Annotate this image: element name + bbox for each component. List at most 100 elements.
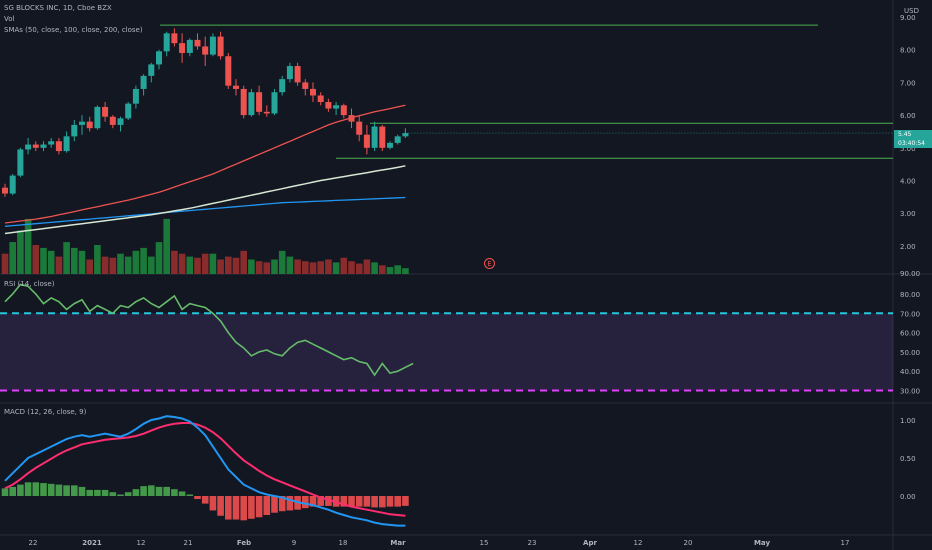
volume-bar (101, 256, 109, 274)
candle-body (317, 95, 324, 103)
macd-histogram-bar (163, 486, 170, 496)
macd-tick-label: 0.50 (900, 455, 916, 463)
time-tick-label: 21 (184, 539, 193, 547)
price-tick-label: 3.00 (900, 210, 916, 218)
volume-bar (332, 262, 340, 274)
time-tick-label: 18 (339, 539, 348, 547)
currency-label: USD (904, 7, 919, 15)
candle-body (140, 75, 147, 89)
sma-legend[interactable]: SMAs (50, close, 100, close, 200, close) (4, 25, 143, 36)
last-price-tag: 5.45 03:40:54 (894, 130, 932, 148)
volume-bar (86, 259, 93, 274)
volume-bar (294, 259, 301, 274)
candle-body (217, 36, 224, 57)
macd-signal-line (4, 422, 406, 517)
time-tick-label: 22 (29, 539, 38, 547)
macd-histogram-bar (47, 483, 55, 496)
time-tick-label: May (754, 539, 770, 547)
volume-bar (32, 245, 40, 274)
candle-body (402, 133, 409, 137)
rsi-line (4, 283, 414, 377)
volume-bar (1, 253, 9, 274)
candle-body (310, 88, 316, 96)
volume-bar (309, 262, 317, 274)
sma100-line (4, 165, 406, 235)
candle-body (371, 126, 378, 148)
rsi-label[interactable]: RSI (14, close) (4, 280, 55, 288)
candle-body (302, 82, 309, 89)
volume-bar (55, 256, 63, 274)
candle-body (132, 88, 139, 104)
volume-bar (402, 268, 409, 274)
candle-body (32, 144, 39, 148)
macd-tick-label: 0.00 (900, 493, 916, 501)
candle-body (240, 88, 247, 116)
sma-label[interactable]: SMAs (50, close, 100, close, 200, close) (4, 26, 143, 34)
macd-legend[interactable]: MACD (12, 26, close, 9) (4, 407, 86, 418)
candle-body (248, 92, 255, 116)
volume-bar (317, 261, 324, 274)
volume-bar (386, 267, 394, 274)
candle-body (394, 136, 401, 143)
symbol-legend[interactable]: SG BLOCKS INC, 1D, Cboe BZX (4, 3, 112, 14)
time-tick-label: 9 (292, 539, 296, 547)
volume-bar (348, 261, 355, 274)
last-price-value: 5.45 (898, 131, 912, 138)
volume-bar (140, 247, 147, 274)
volume-legend[interactable]: Vol (4, 14, 14, 25)
volume-bar (340, 257, 348, 274)
symbol-title[interactable]: SG BLOCKS INC, 1D, Cboe BZX (4, 4, 112, 12)
price-tick-label: 7.00 (900, 79, 916, 87)
candle-body (171, 33, 178, 44)
sma200-line (4, 196, 406, 227)
volume-bar (355, 263, 363, 274)
time-tick-label: 2021 (82, 539, 102, 547)
macd-histogram-bar (186, 494, 194, 496)
earnings-marker[interactable]: E (484, 258, 495, 269)
macd-histogram-bar (140, 486, 147, 496)
macd-histogram-bar (317, 496, 324, 506)
volume-bar (117, 253, 124, 274)
candle-body (117, 118, 124, 125)
rsi-legend[interactable]: RSI (14, close) (4, 279, 54, 290)
macd-histogram-bar (371, 496, 378, 508)
macd-histogram-bar (271, 496, 278, 513)
time-tick-label: Apr (583, 539, 597, 547)
macd-histogram-bar (86, 489, 93, 496)
candle-body (179, 43, 186, 53)
volume-bar (209, 253, 217, 274)
time-tick-label: 23 (528, 539, 537, 547)
volume-bar (178, 253, 186, 274)
candle-body (9, 175, 16, 194)
rsi-tick-label: 80.00 (900, 291, 920, 299)
candle-body (348, 115, 355, 122)
price-tick-label: 2.00 (900, 243, 916, 251)
time-tick-label: 17 (841, 539, 850, 547)
macd-histogram-bar (171, 489, 178, 496)
price-tick-label: 8.00 (900, 47, 916, 55)
candle-body (25, 144, 32, 150)
macd-histogram-bar (225, 496, 232, 520)
macd-histogram-bar (24, 482, 32, 496)
macd-histogram-bar (278, 496, 286, 512)
candle-body (79, 121, 85, 125)
macd-label[interactable]: MACD (12, 26, close, 9) (4, 408, 87, 416)
volume-bar (186, 256, 194, 274)
candle-body (186, 39, 193, 53)
volume-bar (132, 250, 140, 274)
volume-bar (163, 218, 170, 274)
volume-label[interactable]: Vol (4, 15, 15, 23)
volume-bar (225, 256, 232, 274)
candle-body (233, 85, 239, 89)
candle-body (94, 106, 101, 129)
macd-histogram-bar (217, 496, 224, 516)
time-tick-label: Mar (390, 539, 406, 547)
time-tick-label: Feb (237, 539, 251, 547)
macd-histogram-bar (209, 496, 217, 511)
candle-body (333, 105, 340, 109)
candle-body (163, 33, 170, 52)
macd-histogram-bar (232, 496, 240, 520)
volume-bar (9, 242, 16, 274)
candle-body (86, 121, 93, 129)
